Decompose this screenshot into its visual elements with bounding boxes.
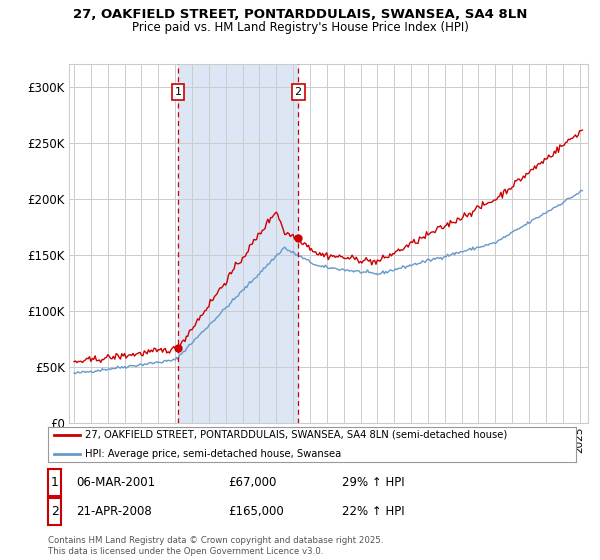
Text: Contains HM Land Registry data © Crown copyright and database right 2025.
This d: Contains HM Land Registry data © Crown c…	[48, 536, 383, 556]
Text: 27, OAKFIELD STREET, PONTARDDULAIS, SWANSEA, SA4 8LN (semi-detached house): 27, OAKFIELD STREET, PONTARDDULAIS, SWAN…	[85, 430, 507, 440]
Text: Price paid vs. HM Land Registry's House Price Index (HPI): Price paid vs. HM Land Registry's House …	[131, 21, 469, 34]
Text: 22% ↑ HPI: 22% ↑ HPI	[342, 505, 404, 518]
Text: HPI: Average price, semi-detached house, Swansea: HPI: Average price, semi-detached house,…	[85, 449, 341, 459]
Text: 2: 2	[295, 87, 302, 97]
Text: 2: 2	[50, 505, 59, 518]
Text: £165,000: £165,000	[228, 505, 284, 518]
Text: 1: 1	[175, 87, 182, 97]
Text: 1: 1	[50, 475, 59, 489]
Text: 29% ↑ HPI: 29% ↑ HPI	[342, 475, 404, 489]
Text: 21-APR-2008: 21-APR-2008	[76, 505, 152, 518]
Bar	[178, 64, 298, 423]
Text: 27, OAKFIELD STREET, PONTARDDULAIS, SWANSEA, SA4 8LN: 27, OAKFIELD STREET, PONTARDDULAIS, SWAN…	[73, 8, 527, 21]
Text: 06-MAR-2001: 06-MAR-2001	[76, 475, 155, 489]
Text: £67,000: £67,000	[228, 475, 277, 489]
